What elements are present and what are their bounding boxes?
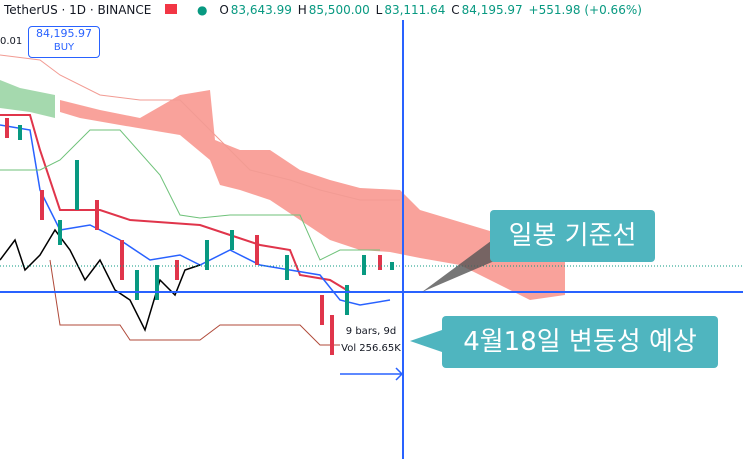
cloud-red bbox=[60, 90, 565, 300]
band-line-low bbox=[49, 259, 390, 346]
callout: 일봉 기준선 bbox=[490, 210, 655, 262]
base-line bbox=[0, 114, 400, 293]
open-label: O bbox=[219, 3, 229, 17]
buy-label: BUY bbox=[53, 42, 75, 53]
measure-volume: Vol 256.65K bbox=[341, 343, 401, 354]
open-value: 83,643.99 bbox=[230, 3, 292, 17]
measure-box: 9 bars, 9d Vol 256.65K bbox=[340, 323, 402, 359]
flag-icon[interactable] bbox=[165, 4, 178, 14]
axis-fragment: 0.01 bbox=[0, 36, 23, 47]
buy-price: 84,195.97 bbox=[36, 27, 92, 40]
symbol[interactable]: TetherUS · 1D · BINANCE bbox=[4, 3, 152, 17]
close-value: 84,195.97 bbox=[461, 3, 523, 17]
change-value: +551.98 (+0.66%) bbox=[528, 3, 642, 17]
lagging-line bbox=[0, 228, 201, 333]
conversion-line bbox=[0, 124, 391, 306]
measure-arrow bbox=[340, 367, 404, 381]
close-label: C bbox=[451, 3, 460, 17]
span-line bbox=[0, 54, 400, 201]
high-value: 85,500.00 bbox=[308, 3, 370, 17]
buy-button[interactable]: 84,195.97 BUY bbox=[28, 26, 100, 58]
candles bbox=[5, 118, 394, 355]
status-dot: ● bbox=[197, 3, 208, 17]
measure-bars: 9 bars, 9d bbox=[345, 326, 397, 337]
band-line bbox=[0, 129, 380, 261]
callout-pointer bbox=[410, 330, 442, 352]
callout: 4월18일 변동성 예상 bbox=[442, 316, 718, 368]
high-label: H bbox=[297, 3, 307, 17]
low-value: 83,111.64 bbox=[384, 3, 446, 17]
low-label: L bbox=[375, 3, 383, 17]
cloud-green bbox=[0, 80, 55, 118]
symbol-header: TetherUS · 1D · BINANCE ● O 83,643.99 H 85… bbox=[4, 3, 644, 17]
